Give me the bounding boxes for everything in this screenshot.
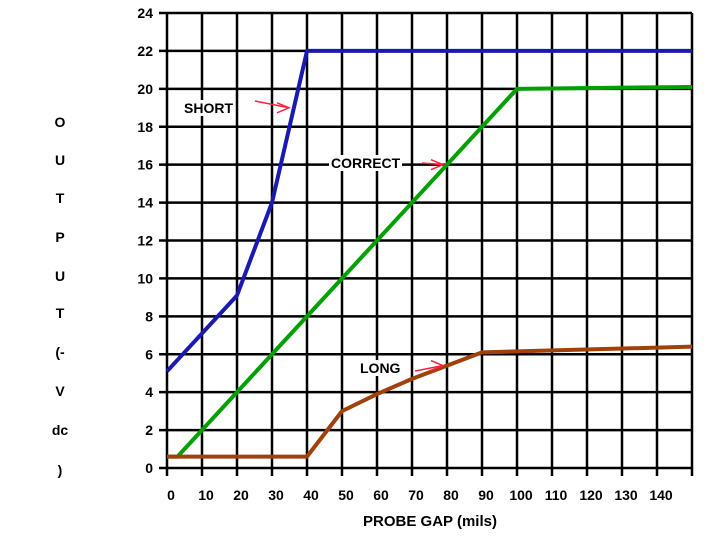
y-tick-label: 12	[137, 233, 153, 249]
x-tick-label: 120	[579, 487, 603, 503]
annotation-arrow	[254, 100, 290, 109]
x-tick-label: 130	[614, 487, 638, 503]
x-tick-label: 20	[233, 487, 249, 503]
y-label-letter: )	[57, 462, 63, 478]
y-tick-label: 2	[145, 422, 153, 438]
x-tick-label: 40	[303, 487, 319, 503]
x-axis-label: PROBE GAP (mils)	[363, 513, 497, 530]
y-label-letter: T	[55, 190, 65, 206]
x-tick-label: 140	[649, 487, 673, 503]
x-tick-label: 50	[338, 487, 354, 503]
y-tick-label: 10	[137, 270, 153, 286]
annotation-arrow	[414, 364, 444, 372]
y-label-letter: P	[55, 229, 65, 245]
y-label-letter: U	[54, 268, 66, 284]
y-label-letter: dc	[51, 422, 69, 438]
annotation-arrow	[421, 162, 444, 166]
x-tick-label: 10	[198, 487, 214, 503]
y-tick-label: 8	[145, 308, 153, 324]
x-tick-label: 0	[167, 487, 175, 503]
y-label-letter: U	[54, 152, 66, 168]
x-tick-label: 30	[268, 487, 284, 503]
annotation-correct: CORRECT	[329, 155, 403, 171]
y-tick-label: 20	[137, 81, 153, 97]
annotation-short: SHORT	[182, 100, 235, 116]
x-tick-label: 70	[408, 487, 424, 503]
arrow-head-icon	[276, 102, 291, 114]
y-label-letter: V	[55, 383, 65, 399]
y-label-letter: (-	[55, 344, 65, 360]
y-tick-label: 24	[137, 5, 153, 21]
series-line-long	[167, 344, 693, 459]
arrow-head-icon	[430, 158, 445, 171]
arrow-head-icon	[430, 359, 445, 372]
x-tick-label: 100	[509, 487, 533, 503]
series-line-short	[165, 48, 692, 373]
y-label-letter: T	[55, 305, 65, 321]
x-tick-label: 90	[478, 487, 494, 503]
y-tick-label: 4	[145, 384, 153, 400]
y-tick-label: 18	[137, 119, 153, 135]
y-tick-label: 6	[145, 346, 153, 362]
y-tick-label: 0	[145, 460, 153, 476]
y-tick-label: 22	[137, 43, 153, 59]
annotation-long: LONG	[358, 360, 403, 376]
y-tick-label: 16	[137, 157, 153, 173]
x-tick-label: 60	[373, 487, 389, 503]
x-tick-label: 110	[545, 487, 568, 503]
y-tick-label: 14	[137, 195, 153, 211]
x-tick-label: 80	[443, 487, 459, 503]
y-label-letter: O	[54, 114, 66, 130]
